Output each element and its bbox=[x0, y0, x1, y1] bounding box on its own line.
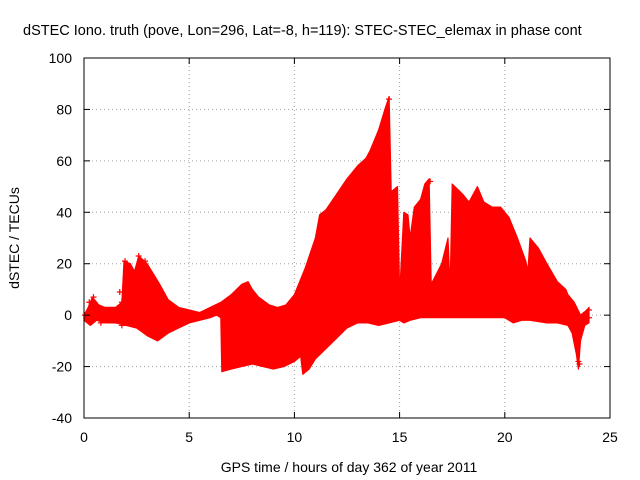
y-tick-label: 0 bbox=[64, 307, 72, 323]
data-point-marker bbox=[139, 322, 146, 329]
series-dstec-band bbox=[83, 96, 590, 375]
data-point-marker bbox=[427, 178, 434, 185]
data-point-marker bbox=[86, 299, 93, 306]
y-tick-label: -40 bbox=[52, 410, 72, 426]
y-tick-label: 100 bbox=[49, 50, 73, 66]
y-tick-label: 20 bbox=[56, 256, 72, 272]
data-point-marker bbox=[585, 314, 592, 321]
data-point-marker bbox=[135, 253, 142, 259]
x-tick-label: 15 bbox=[392, 429, 408, 445]
y-tick-label: 60 bbox=[56, 153, 72, 169]
x-tick-label: 25 bbox=[602, 429, 618, 445]
x-tick-label: 10 bbox=[287, 429, 303, 445]
y-tick-label: 80 bbox=[56, 101, 72, 117]
y-tick-label: -20 bbox=[52, 359, 72, 375]
data-point-marker bbox=[142, 258, 149, 265]
data-point-marker bbox=[97, 319, 104, 326]
data-point-marker bbox=[108, 309, 115, 316]
data-point-marker bbox=[118, 299, 125, 306]
data-point-marker bbox=[575, 358, 582, 365]
data-point-marker bbox=[118, 322, 125, 329]
chart-title: dSTEC Iono. truth (pove, Lon=296, Lat=-8… bbox=[23, 23, 582, 39]
plot-frame bbox=[83, 57, 611, 419]
data-point-marker bbox=[90, 294, 97, 301]
data-point-marker bbox=[122, 258, 129, 265]
data-point-marker bbox=[93, 301, 100, 308]
x-axis-label: GPS time / hours of day 362 of year 2011 bbox=[221, 459, 478, 475]
data-point-marker bbox=[585, 307, 592, 313]
y-axis-label: dSTEC / TECUs bbox=[6, 187, 22, 289]
x-tick-label: 20 bbox=[497, 429, 513, 445]
data-point-marker bbox=[126, 263, 133, 270]
data-point-marker bbox=[87, 317, 94, 324]
data-point-marker bbox=[386, 96, 393, 103]
axes: 0 5 10 15 20 25 -40 -20 0 20 40 60 80 100 bbox=[49, 50, 618, 445]
data-point-marker bbox=[129, 319, 136, 326]
x-tick-label: 5 bbox=[185, 429, 193, 445]
plot-area bbox=[82, 96, 592, 375]
data-point-marker bbox=[116, 289, 123, 295]
data-point-marker bbox=[106, 317, 113, 324]
x-tick-label: 0 bbox=[80, 429, 88, 445]
data-point-marker bbox=[102, 307, 109, 313]
y-tick-label: 40 bbox=[56, 204, 72, 220]
